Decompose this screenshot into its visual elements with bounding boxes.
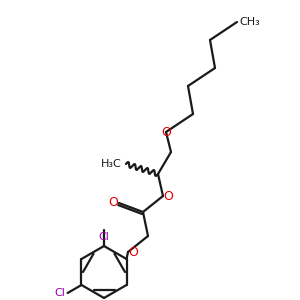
- Text: Cl: Cl: [55, 288, 66, 298]
- Text: H₃C: H₃C: [101, 159, 122, 169]
- Text: O: O: [128, 245, 138, 259]
- Text: CH₃: CH₃: [239, 17, 260, 27]
- Text: Cl: Cl: [99, 232, 110, 242]
- Text: O: O: [108, 196, 118, 209]
- Text: O: O: [161, 125, 171, 139]
- Text: O: O: [163, 190, 173, 202]
